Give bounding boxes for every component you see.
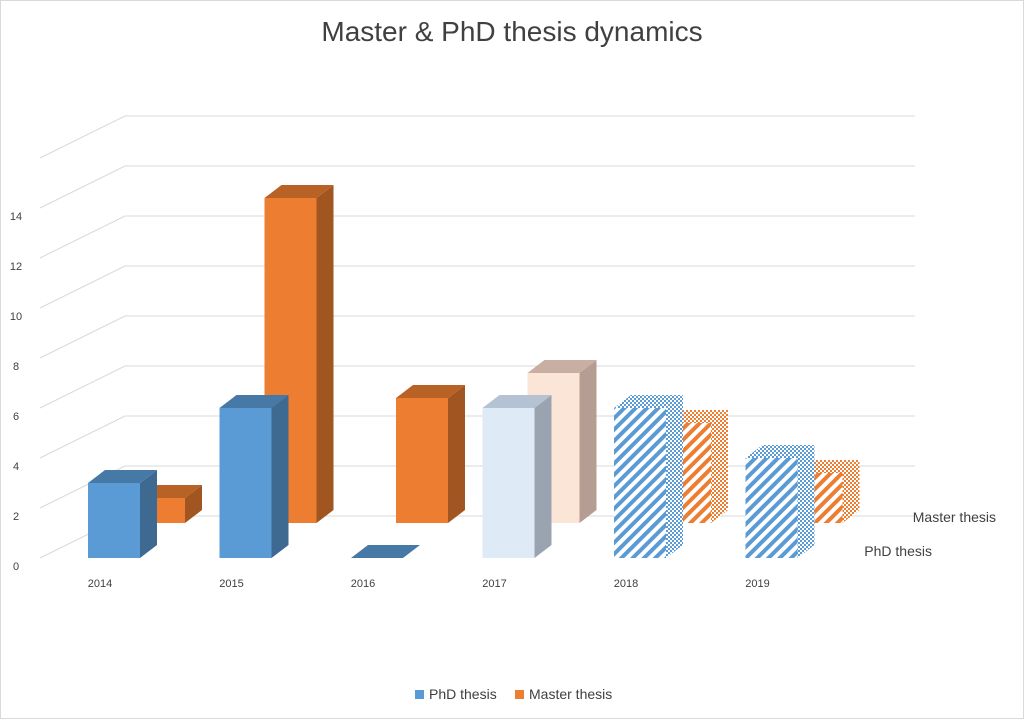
y-tick-label: 6 bbox=[13, 411, 19, 423]
gridline bbox=[39, 265, 915, 309]
bar-side-face bbox=[666, 395, 683, 558]
bar-front-face bbox=[396, 398, 448, 523]
bar-side-face bbox=[711, 410, 728, 523]
gridline bbox=[39, 215, 915, 259]
bar-phd bbox=[351, 545, 420, 558]
bar-side-face bbox=[185, 485, 202, 523]
x-tick-label: 2019 bbox=[745, 578, 769, 590]
gridline bbox=[39, 365, 915, 409]
x-tick-label: 2017 bbox=[482, 578, 506, 590]
x-tick-label: 2018 bbox=[614, 578, 638, 590]
bar-top-face bbox=[745, 445, 815, 458]
bar-top-face bbox=[264, 185, 334, 198]
bar-top-face bbox=[396, 385, 465, 398]
depth-label-master: Master thesis bbox=[913, 509, 996, 525]
bar-side-face bbox=[579, 360, 597, 523]
y-tick-label: 12 bbox=[10, 261, 22, 273]
x-tick-label: 2014 bbox=[88, 578, 112, 590]
legend-label: Master thesis bbox=[529, 686, 612, 702]
bar-phd bbox=[614, 395, 683, 558]
bar-phd bbox=[219, 395, 289, 558]
chart-title: Master & PhD thesis dynamics bbox=[321, 16, 702, 47]
bar-front-face bbox=[219, 408, 272, 558]
bar-side-face bbox=[842, 460, 860, 523]
bar-side-face bbox=[316, 185, 334, 523]
bar-phd bbox=[482, 395, 552, 558]
gridline bbox=[39, 315, 915, 359]
bar-top-face bbox=[351, 545, 420, 558]
bar-top-face bbox=[88, 470, 157, 483]
y-tick-label: 8 bbox=[13, 361, 19, 373]
bar-front-face bbox=[88, 483, 140, 558]
bar-side-face bbox=[271, 395, 289, 558]
y-tick-label: 4 bbox=[13, 461, 19, 473]
y-tick-label: 10 bbox=[10, 311, 22, 323]
bar-side-face bbox=[534, 395, 552, 558]
y-tick-label: 14 bbox=[10, 211, 22, 223]
bar-side-face bbox=[448, 385, 465, 523]
x-tick-label: 2016 bbox=[351, 578, 375, 590]
bar-side-face bbox=[797, 445, 815, 558]
y-tick-label: 2 bbox=[13, 511, 19, 523]
bar-top-face bbox=[614, 395, 683, 408]
bar-front-face bbox=[482, 408, 535, 558]
legend-swatch bbox=[515, 690, 524, 699]
bar-master bbox=[396, 385, 465, 523]
bar-phd bbox=[745, 445, 815, 558]
bar-top-face bbox=[527, 360, 597, 373]
bar-side-face bbox=[140, 470, 157, 558]
y-tick-label: 0 bbox=[13, 561, 19, 573]
bar-top-face bbox=[219, 395, 289, 408]
bar-top-face bbox=[482, 395, 552, 408]
gridline bbox=[39, 115, 915, 159]
legend-label: PhD thesis bbox=[429, 686, 497, 702]
bar-front-face bbox=[745, 458, 798, 558]
bar-front-face bbox=[614, 408, 666, 558]
legend-swatch bbox=[415, 690, 424, 699]
x-tick-label: 2015 bbox=[219, 578, 243, 590]
gridline bbox=[39, 165, 915, 209]
bar-phd bbox=[88, 470, 157, 558]
depth-label-phd: PhD thesis bbox=[864, 543, 932, 559]
